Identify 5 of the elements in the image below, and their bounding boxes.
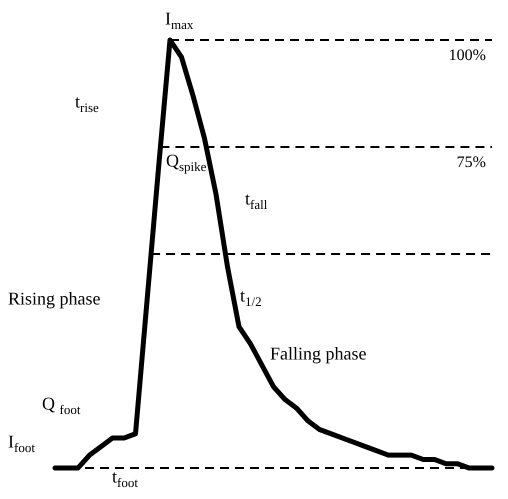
annotation: Rising phase xyxy=(8,288,101,309)
ref-line-label: 100% xyxy=(448,47,486,64)
annotation: Falling phase xyxy=(270,344,366,364)
annotation: Q foot xyxy=(42,394,81,417)
ref-line-label: 75% xyxy=(456,154,486,172)
